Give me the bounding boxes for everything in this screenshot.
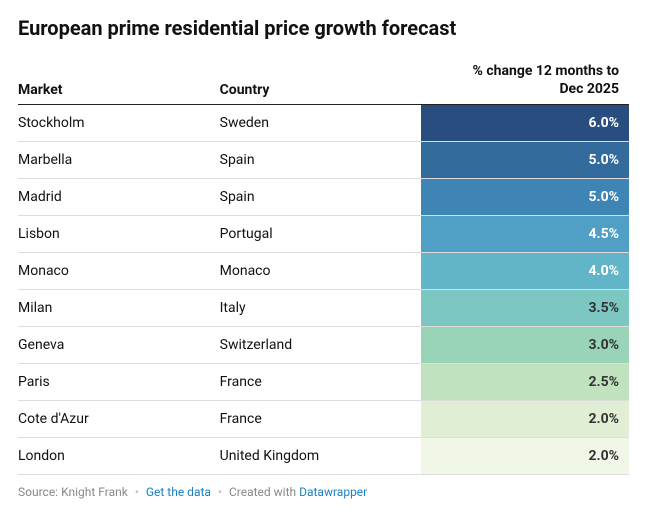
cell-country: Switzerland xyxy=(220,327,422,364)
cell-value: 2.0% xyxy=(421,438,629,475)
cell-country: Spain xyxy=(220,179,422,216)
col-header-market: Market xyxy=(18,57,220,105)
chart-container: European prime residential price growth … xyxy=(0,0,647,509)
cell-value: 4.5% xyxy=(421,216,629,253)
cell-country: Spain xyxy=(220,142,422,179)
table-row: StockholmSweden6.0% xyxy=(18,105,629,142)
cell-value: 4.0% xyxy=(421,253,629,290)
cell-value: 3.0% xyxy=(421,327,629,364)
value-box: 3.0% xyxy=(421,327,629,363)
value-box: 3.5% xyxy=(421,290,629,326)
cell-market: Marbella xyxy=(18,142,220,179)
table-row: MarbellaSpain5.0% xyxy=(18,142,629,179)
cell-market: Paris xyxy=(18,364,220,401)
source-name: Knight Frank xyxy=(61,485,128,499)
col-header-value: % change 12 months toDec 2025 xyxy=(421,57,629,105)
value-box: 2.0% xyxy=(421,401,629,437)
table-row: MadridSpain5.0% xyxy=(18,179,629,216)
created-prefix: Created with xyxy=(229,485,299,499)
table-body: StockholmSweden6.0%MarbellaSpain5.0%Madr… xyxy=(18,105,629,475)
get-data-link[interactable]: Get the data xyxy=(146,485,211,499)
table-row: Cote d'AzurFrance2.0% xyxy=(18,401,629,438)
cell-country: Portugal xyxy=(220,216,422,253)
cell-market: Geneva xyxy=(18,327,220,364)
cell-value: 5.0% xyxy=(421,142,629,179)
cell-market: London xyxy=(18,438,220,475)
value-box: 5.0% xyxy=(421,142,629,178)
source-prefix: Source: xyxy=(18,485,61,499)
chart-title: European prime residential price growth … xyxy=(18,16,629,41)
cell-market: Madrid xyxy=(18,179,220,216)
separator: • xyxy=(218,485,222,499)
cell-country: Monaco xyxy=(220,253,422,290)
cell-country: France xyxy=(220,401,422,438)
separator: • xyxy=(135,485,139,499)
table-row: ParisFrance2.5% xyxy=(18,364,629,401)
data-table: Market Country % change 12 months toDec … xyxy=(18,57,629,475)
value-box: 5.0% xyxy=(421,179,629,215)
header-row: Market Country % change 12 months toDec … xyxy=(18,57,629,105)
cell-country: Sweden xyxy=(220,105,422,142)
cell-market: Stockholm xyxy=(18,105,220,142)
table-row: GenevaSwitzerland3.0% xyxy=(18,327,629,364)
value-box: 4.0% xyxy=(421,253,629,289)
cell-market: Milan xyxy=(18,290,220,327)
cell-value: 3.5% xyxy=(421,290,629,327)
table-row: LondonUnited Kingdom2.0% xyxy=(18,438,629,475)
cell-value: 2.5% xyxy=(421,364,629,401)
cell-value: 5.0% xyxy=(421,179,629,216)
chart-footer: Source: Knight Frank • Get the data • Cr… xyxy=(18,485,629,499)
cell-country: Italy xyxy=(220,290,422,327)
value-box: 6.0% xyxy=(421,105,629,141)
created-with-link[interactable]: Datawrapper xyxy=(299,485,367,499)
col-header-country: Country xyxy=(220,57,422,105)
table-row: MonacoMonaco4.0% xyxy=(18,253,629,290)
cell-country: France xyxy=(220,364,422,401)
value-box: 2.5% xyxy=(421,364,629,400)
table-row: MilanItaly3.5% xyxy=(18,290,629,327)
cell-value: 6.0% xyxy=(421,105,629,142)
cell-market: Lisbon xyxy=(18,216,220,253)
value-box: 2.0% xyxy=(421,438,629,474)
value-box: 4.5% xyxy=(421,216,629,252)
cell-country: United Kingdom xyxy=(220,438,422,475)
cell-market: Cote d'Azur xyxy=(18,401,220,438)
cell-value: 2.0% xyxy=(421,401,629,438)
table-row: LisbonPortugal4.5% xyxy=(18,216,629,253)
cell-market: Monaco xyxy=(18,253,220,290)
